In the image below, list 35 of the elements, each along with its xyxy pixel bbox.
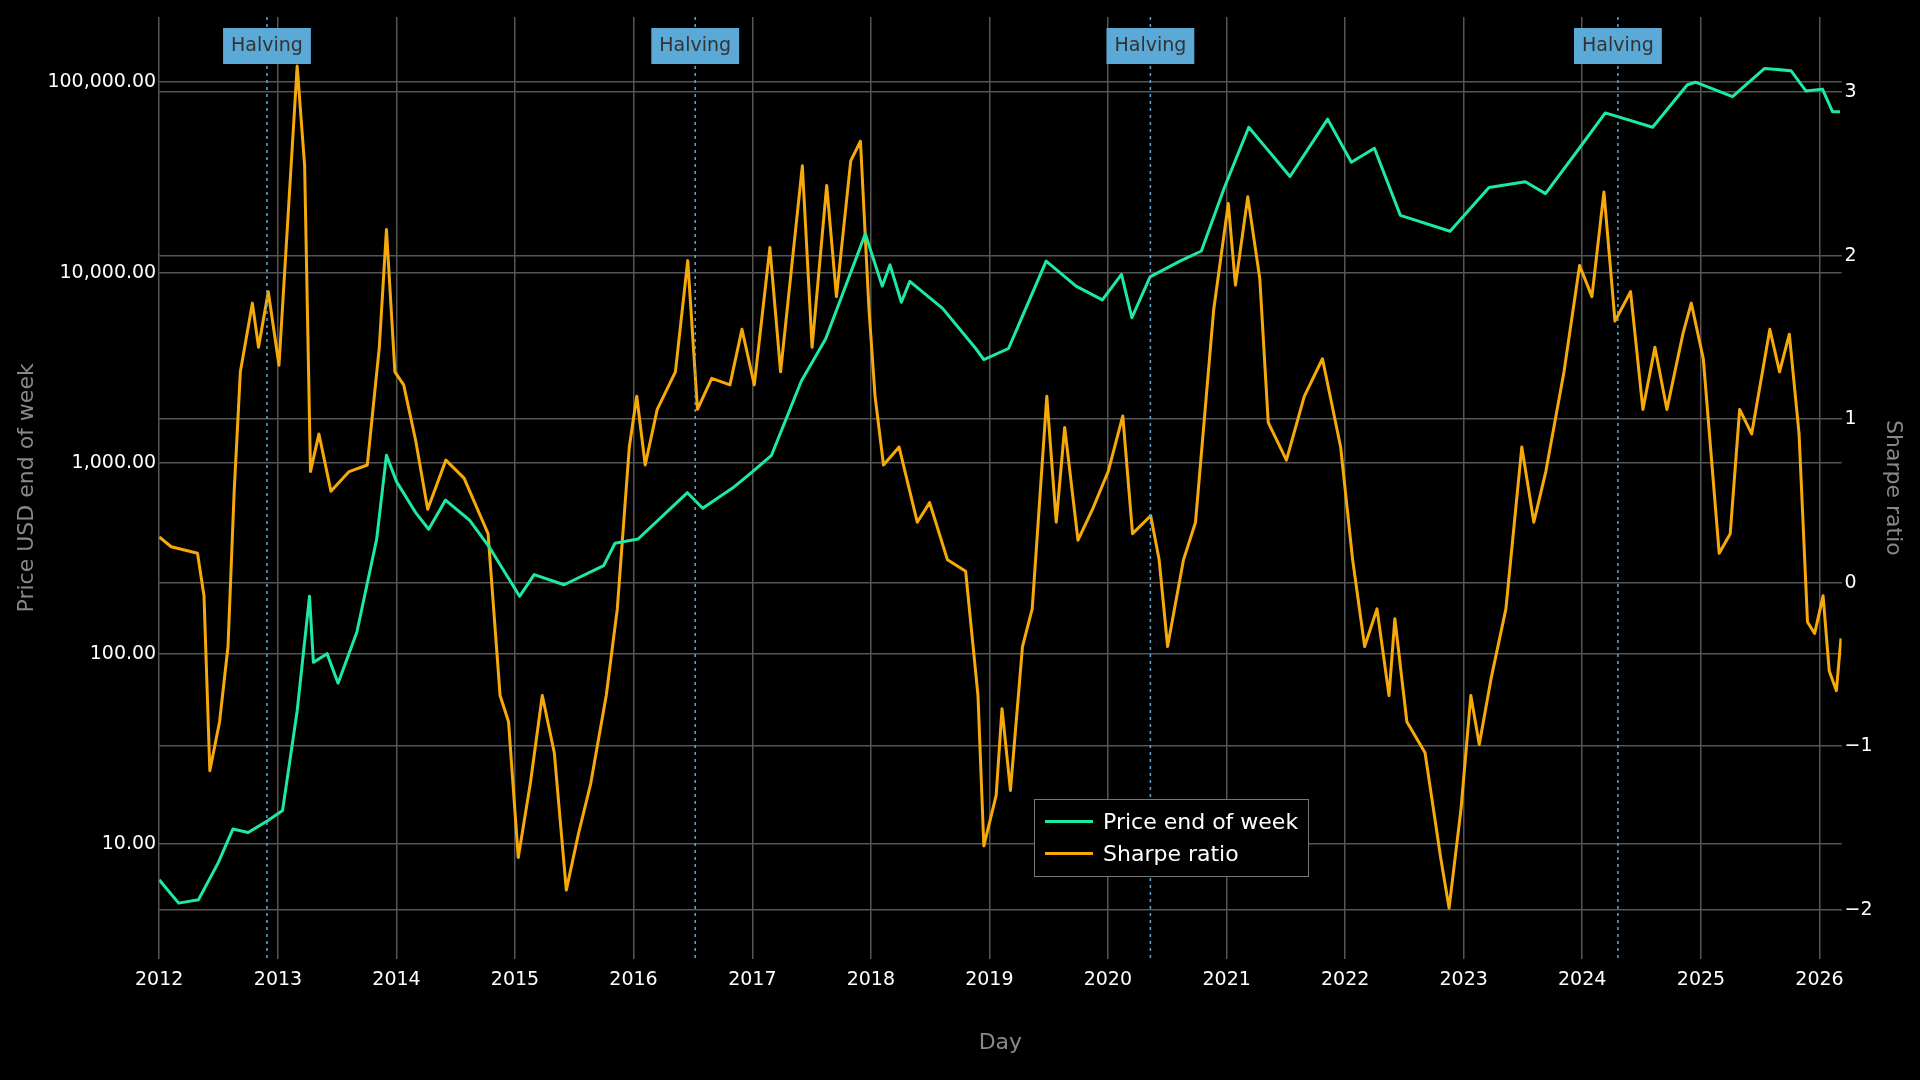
x-tick-label: 2016	[609, 967, 658, 990]
x-tick-label: 2020	[1083, 967, 1133, 990]
ref-line-label: Halving	[659, 32, 732, 55]
x-tick-label: 2015	[490, 967, 540, 990]
x-tick-label: 2013	[253, 967, 303, 990]
y2-tick-label: −1	[1844, 733, 1873, 756]
y-tick-label: 10,000.00	[59, 259, 157, 282]
y2-tick-label: 3	[1844, 79, 1857, 102]
x-tick-label: 2021	[1202, 967, 1251, 990]
x-tick-label: 2012	[135, 967, 184, 990]
y-axis-title: Price USD end of week	[12, 363, 38, 613]
x-tick-label: 2022	[1321, 967, 1370, 990]
x-tick-label: 2026	[1795, 967, 1844, 990]
x-axis-title: Day	[978, 1028, 1023, 1054]
y-tick-label: 1,000.00	[71, 450, 157, 473]
x-tick-label: 2019	[965, 967, 1014, 990]
legend-label: Price end of week	[1103, 809, 1299, 835]
ref-line-label: Halving	[1581, 32, 1654, 55]
x-tick-label: 2023	[1439, 967, 1488, 990]
y2-tick-label: 1	[1844, 406, 1857, 429]
y2-tick-label: −2	[1844, 896, 1873, 919]
x-tick-label: 2017	[728, 967, 777, 990]
x-tick-label: 2014	[372, 967, 421, 990]
legend-label: Sharpe ratio	[1103, 841, 1239, 867]
y2-axis-title: Sharpe ratio	[1882, 420, 1908, 556]
x-tick-label: 2018	[846, 967, 896, 990]
ref-line-label: Halving	[1114, 32, 1187, 55]
y2-tick-label: 0	[1844, 569, 1857, 592]
x-tick-label: 2025	[1676, 967, 1726, 990]
y-tick-label: 100.00	[89, 640, 157, 663]
x-tick-label: 2024	[1558, 967, 1607, 990]
y-tick-label: 10.00	[101, 831, 157, 854]
y-tick-label: 100,000.00	[47, 69, 157, 92]
ref-line-label: Halving	[231, 32, 303, 55]
y2-tick-label: 2	[1844, 242, 1857, 265]
